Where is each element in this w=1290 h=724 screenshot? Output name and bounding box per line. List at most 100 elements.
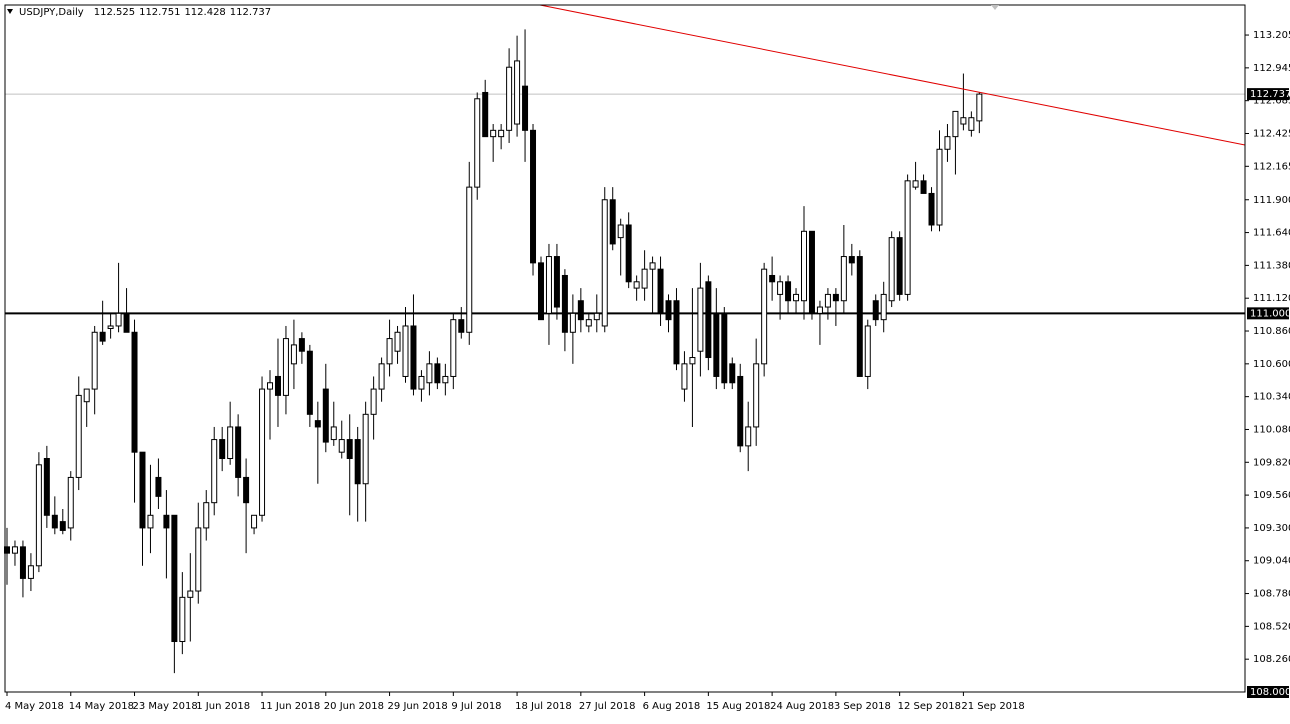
candle-body: [530, 129, 537, 264]
candle-body: [386, 338, 393, 365]
candle-body: [777, 281, 784, 295]
candle-body: [936, 148, 943, 226]
candle-body: [203, 502, 210, 529]
candle-body: [633, 281, 640, 289]
candle-body: [378, 363, 385, 390]
y-tick-label: 111.380: [1253, 260, 1290, 271]
candle-body: [721, 312, 728, 384]
candle-body: [569, 312, 576, 333]
candle-body: [362, 413, 369, 485]
candle-body: [434, 363, 441, 384]
candle-body: [673, 300, 680, 365]
candle-body: [59, 521, 66, 531]
x-tick-label: 1 Jun 2018: [196, 701, 250, 712]
candle-body: [920, 180, 927, 194]
candle-body: [410, 325, 417, 390]
price-marker-label: 112.737: [1250, 89, 1290, 100]
candle-body: [474, 98, 481, 188]
candle-body: [952, 110, 959, 138]
candle-body: [737, 375, 744, 447]
candle-body: [298, 338, 305, 352]
axis-marker: [1247, 686, 1289, 698]
candle-body: [553, 256, 560, 308]
candle-body: [753, 363, 760, 428]
candle-body: [67, 476, 74, 529]
candle-body: [11, 546, 18, 554]
candle-body: [912, 180, 919, 188]
candle-body: [330, 426, 337, 441]
y-tick-label: 110.860: [1253, 326, 1290, 337]
y-tick-label: 109.040: [1253, 556, 1290, 567]
price-marker: [1247, 307, 1289, 320]
candle-body: [729, 363, 736, 384]
candle-body: [514, 60, 521, 125]
candle-body: [267, 382, 274, 390]
last-high: 112.751: [139, 7, 180, 18]
candle-body: [745, 426, 752, 447]
candle-body: [944, 136, 951, 150]
candle-body: [689, 357, 696, 365]
candle-body: [43, 457, 50, 516]
candle-body: [697, 287, 704, 352]
y-tick-label: 111.640: [1253, 228, 1290, 239]
candle-body: [808, 230, 815, 314]
candle-body: [219, 439, 226, 459]
candle-body: [402, 325, 409, 377]
candle-body: [561, 274, 568, 333]
candle-body: [713, 312, 720, 377]
candle-body: [960, 117, 967, 125]
y-tick-label: 112.945: [1253, 63, 1290, 74]
candle-body: [872, 300, 879, 321]
candle-body: [290, 344, 297, 365]
candle-body: [354, 439, 361, 485]
y-tick-label: 112.425: [1253, 128, 1290, 139]
candle-body: [976, 93, 983, 122]
candle-body: [466, 186, 473, 333]
y-tick-label: 108.520: [1253, 621, 1290, 632]
candle-body: [793, 293, 800, 302]
candle-body: [314, 420, 321, 428]
candle-body: [657, 268, 664, 314]
candle-body: [107, 325, 114, 329]
candle-body: [681, 363, 688, 390]
x-tick-label: 14 May 2018: [69, 701, 134, 712]
candle-body: [665, 300, 672, 321]
candle-body: [537, 262, 544, 321]
y-tick-label: 111.900: [1253, 195, 1290, 206]
y-tick-label: 113.205: [1253, 30, 1290, 41]
candle-body: [19, 546, 26, 579]
y-tick-label: 112.165: [1253, 161, 1290, 172]
y-tick-label: 110.080: [1253, 424, 1290, 435]
candle-body: [370, 388, 377, 415]
trend-line: [539, 4, 1246, 146]
candle-body: [593, 312, 600, 321]
candle-body: [864, 325, 871, 377]
y-tick-label: 110.600: [1253, 359, 1290, 370]
candle-body: [131, 331, 138, 453]
candle-body: [442, 375, 449, 384]
symbol: USDJPY,Daily: [19, 7, 84, 18]
shift-marker: [991, 5, 999, 10]
y-tick-label: 108.260: [1253, 654, 1290, 665]
candle-body: [840, 256, 847, 302]
y-tick-label: 109.560: [1253, 490, 1290, 501]
x-tick-label: 11 Jun 2018: [260, 701, 320, 712]
candle-body: [769, 274, 776, 283]
candle-body: [705, 281, 712, 359]
candle-body: [482, 91, 489, 138]
candle-body: [115, 312, 122, 327]
candle-body: [147, 514, 154, 529]
plot-area: [4, 29, 1245, 674]
candle-body: [195, 527, 202, 592]
candle-body: [601, 199, 608, 327]
x-tick-label: 29 Jun 2018: [388, 701, 448, 712]
candle-body: [322, 388, 329, 443]
y-tick-label: 108.780: [1253, 589, 1290, 600]
candle-body: [498, 129, 505, 138]
candle-body: [259, 388, 266, 516]
candle-body: [155, 476, 162, 497]
x-tick-label: 27 Jul 2018: [579, 701, 636, 712]
x-tick-label: 4 May 2018: [5, 701, 64, 712]
